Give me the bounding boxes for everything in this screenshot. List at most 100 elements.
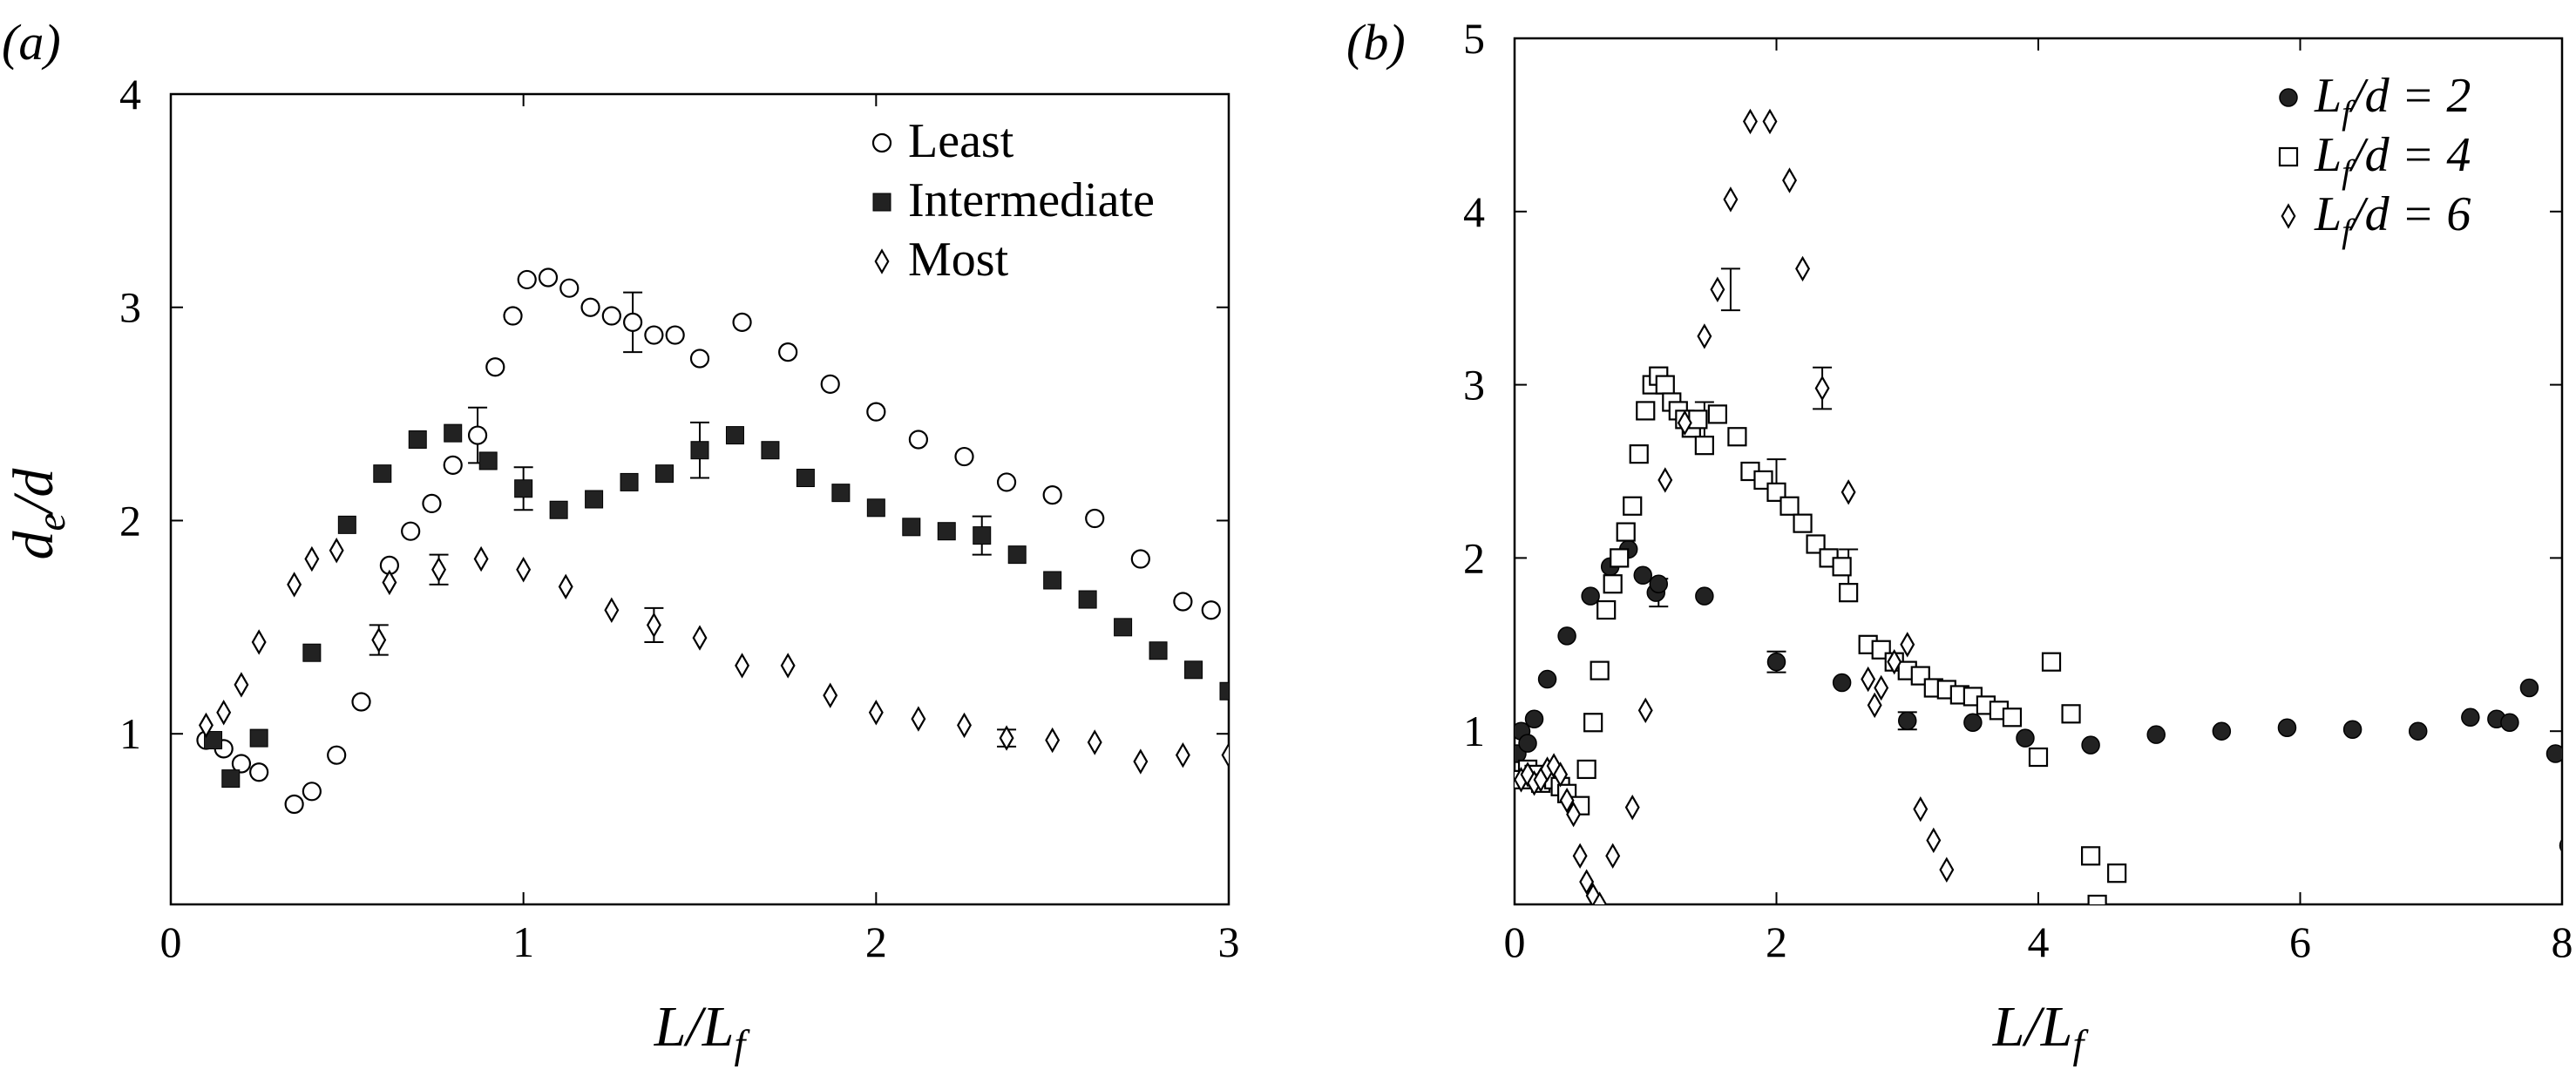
a-series-3-point [516,557,532,583]
b-series-1-point [2212,721,2232,741]
b-series-2-point [1583,713,1603,733]
panel-b-chart: (b) 0 2 4 6 8 1 2 3 4 5 L/Lf Lf/d = 2Lf/d = 4Lf/d… [1346,14,2573,1066]
a-series-3-point [382,569,397,596]
a-series-3-point [1221,741,1229,768]
a-series-2-point [831,484,851,503]
a-series-1-point [284,794,304,815]
panel-b-ticks: 0 2 4 6 8 1 2 3 4 5 [1463,14,2573,966]
b-x-tick-label: 6 [2289,917,2311,966]
a-series-2-point [1043,571,1062,590]
a-series-1-point [1042,485,1062,505]
b-series-3-point [1861,666,1876,693]
b-series-3-point [1840,479,1856,505]
a-series-1-point [665,325,685,345]
b-series-2-point [1576,759,1596,780]
b-series-3-point [1939,856,1955,883]
b-series-2-point [2002,707,2023,728]
a-series-2-point [514,479,533,498]
a-series-3-point [304,545,320,572]
a-series-1-point [231,754,252,774]
a-series-3-point [371,626,387,653]
a-series-3-point [234,672,249,698]
b-series-1-point [1898,711,1917,731]
a-series-3-point [911,706,926,732]
a-series-2-point [1078,590,1097,609]
b-series-3-point [1553,761,1569,788]
b-series-3-point [1559,788,1575,814]
a-series-3-point [1175,741,1190,768]
b-series-3-point [1592,891,1608,904]
b-series-3-point [1795,255,1811,282]
a-x-tick-label: 3 [1218,917,1240,966]
b-series-2-point [1832,557,1852,577]
b-series-2-point [2107,863,2127,883]
b-series-2-point [1727,427,1747,447]
a-series-2-point [1184,660,1203,680]
a-series-2-point [373,464,392,484]
b-legend-marker-3 [2281,203,2296,229]
panel-b-label: (b) [1346,14,1406,71]
a-series-2-point [549,500,568,519]
a-series-1-point [601,306,621,326]
a-series-1-point [467,425,488,445]
a-series-2-point [690,441,709,460]
a-series-3-point [604,597,620,623]
b-series-1-point [2081,735,2100,755]
a-series-2-point [1219,681,1229,701]
b-series-1-point [1649,574,1669,593]
a-series-1-point [580,297,600,317]
a-legend-marker-1 [871,132,892,153]
a-series-1-point [820,374,840,394]
a-x-tick-label: 0 [160,917,182,966]
a-y-tick-label: 1 [119,709,141,758]
a-series-3-point [329,538,344,564]
b-series-2-point [1707,404,1727,424]
b-series-2-point [1688,410,1708,430]
a-legend-marker-3 [874,248,890,274]
b-series-2-point [1655,375,1675,395]
a-series-2-point [337,515,356,534]
b-series-2-point [1603,574,1623,594]
b-series-2-point [1839,583,1859,603]
b-series-2-point [1694,436,1714,456]
a-series-1-point [302,782,322,802]
b-series-2-point [2041,652,2062,672]
a-series-3-point [558,573,573,600]
b-series-3-point [1874,674,1889,701]
panel-b-legend: Lf/d = 2Lf/d = 4Lf/d = 6 [2278,69,2471,250]
panel-a-plot-frame [169,92,1230,906]
a-series-2-point [1007,545,1027,565]
a-series-2-point [204,731,223,750]
a-series-3-point [692,625,708,651]
b-series-2-point [1623,496,1643,516]
b-series-1-point [2277,718,2297,737]
a-series-3-point [868,700,884,726]
a-series-1-point [538,267,559,288]
a-y-tick-label: 2 [119,496,141,545]
panel-b-data-points [1515,108,2562,904]
b-series-3-point [1710,276,1725,302]
b-series-1-point [1633,565,1652,585]
a-series-3-point [823,682,838,708]
a-series-2-point [249,728,268,748]
b-series-3-point [1566,801,1582,828]
b-y-tick-label: 2 [1463,533,1485,582]
a-series-3-point [1087,729,1102,755]
b-legend-entry-1: Lf/d = 2 [2314,69,2471,132]
b-series-2-point [2028,747,2049,768]
panel-a-label: (a) [2,14,61,71]
b-series-2-point [2081,846,2101,866]
panel-a-y-axis-label: de/d [2,468,73,560]
b-series-1-point [2408,721,2428,741]
b-series-1-point [2559,838,2562,853]
b-series-3-point [1782,167,1797,193]
a-legend-entry-3: Most [908,233,1009,287]
a-series-1-point [623,312,643,332]
a-series-1-point [327,745,347,765]
a-series-3-point [1257,732,1270,754]
a-series-2-point [585,490,604,509]
b-series-3-point [1624,794,1640,821]
a-series-3-point [287,572,302,598]
b-series-2-point [1636,401,1656,421]
